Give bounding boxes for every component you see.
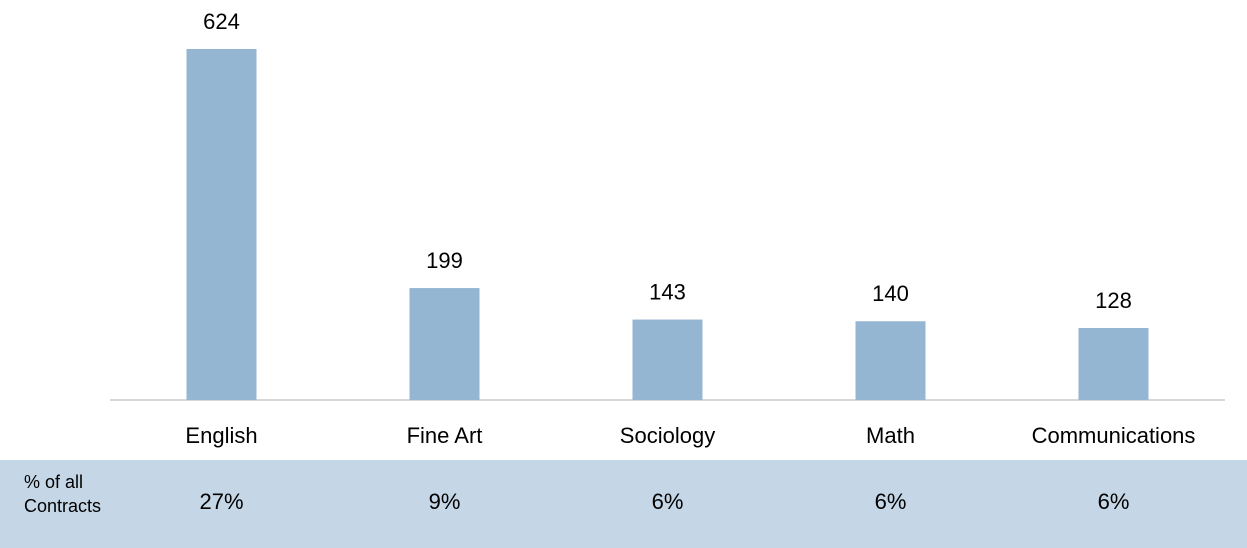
table-cell: 6% <box>652 489 684 514</box>
table-cell: 6% <box>875 489 907 514</box>
table-cell: 6% <box>1098 489 1130 514</box>
x-tick-label: English <box>185 423 257 448</box>
bar <box>409 288 480 400</box>
bar <box>855 321 926 400</box>
table-cell: 27% <box>199 489 243 514</box>
data-label: 128 <box>1095 288 1132 313</box>
bar <box>1078 328 1149 400</box>
x-tick-label: Math <box>866 423 915 448</box>
data-label: 199 <box>426 248 463 273</box>
x-tick-label: Communications <box>1032 423 1196 448</box>
data-label: 143 <box>649 279 686 304</box>
bar <box>632 319 703 400</box>
bar <box>186 49 257 400</box>
table-row-label: % of all Contracts <box>24 472 102 516</box>
data-label: 140 <box>872 281 909 306</box>
x-tick-label: Fine Art <box>407 423 483 448</box>
table-band <box>0 460 1247 548</box>
data-label: 624 <box>203 9 240 34</box>
table-cell: 9% <box>429 489 461 514</box>
x-tick-label: Sociology <box>620 423 715 448</box>
